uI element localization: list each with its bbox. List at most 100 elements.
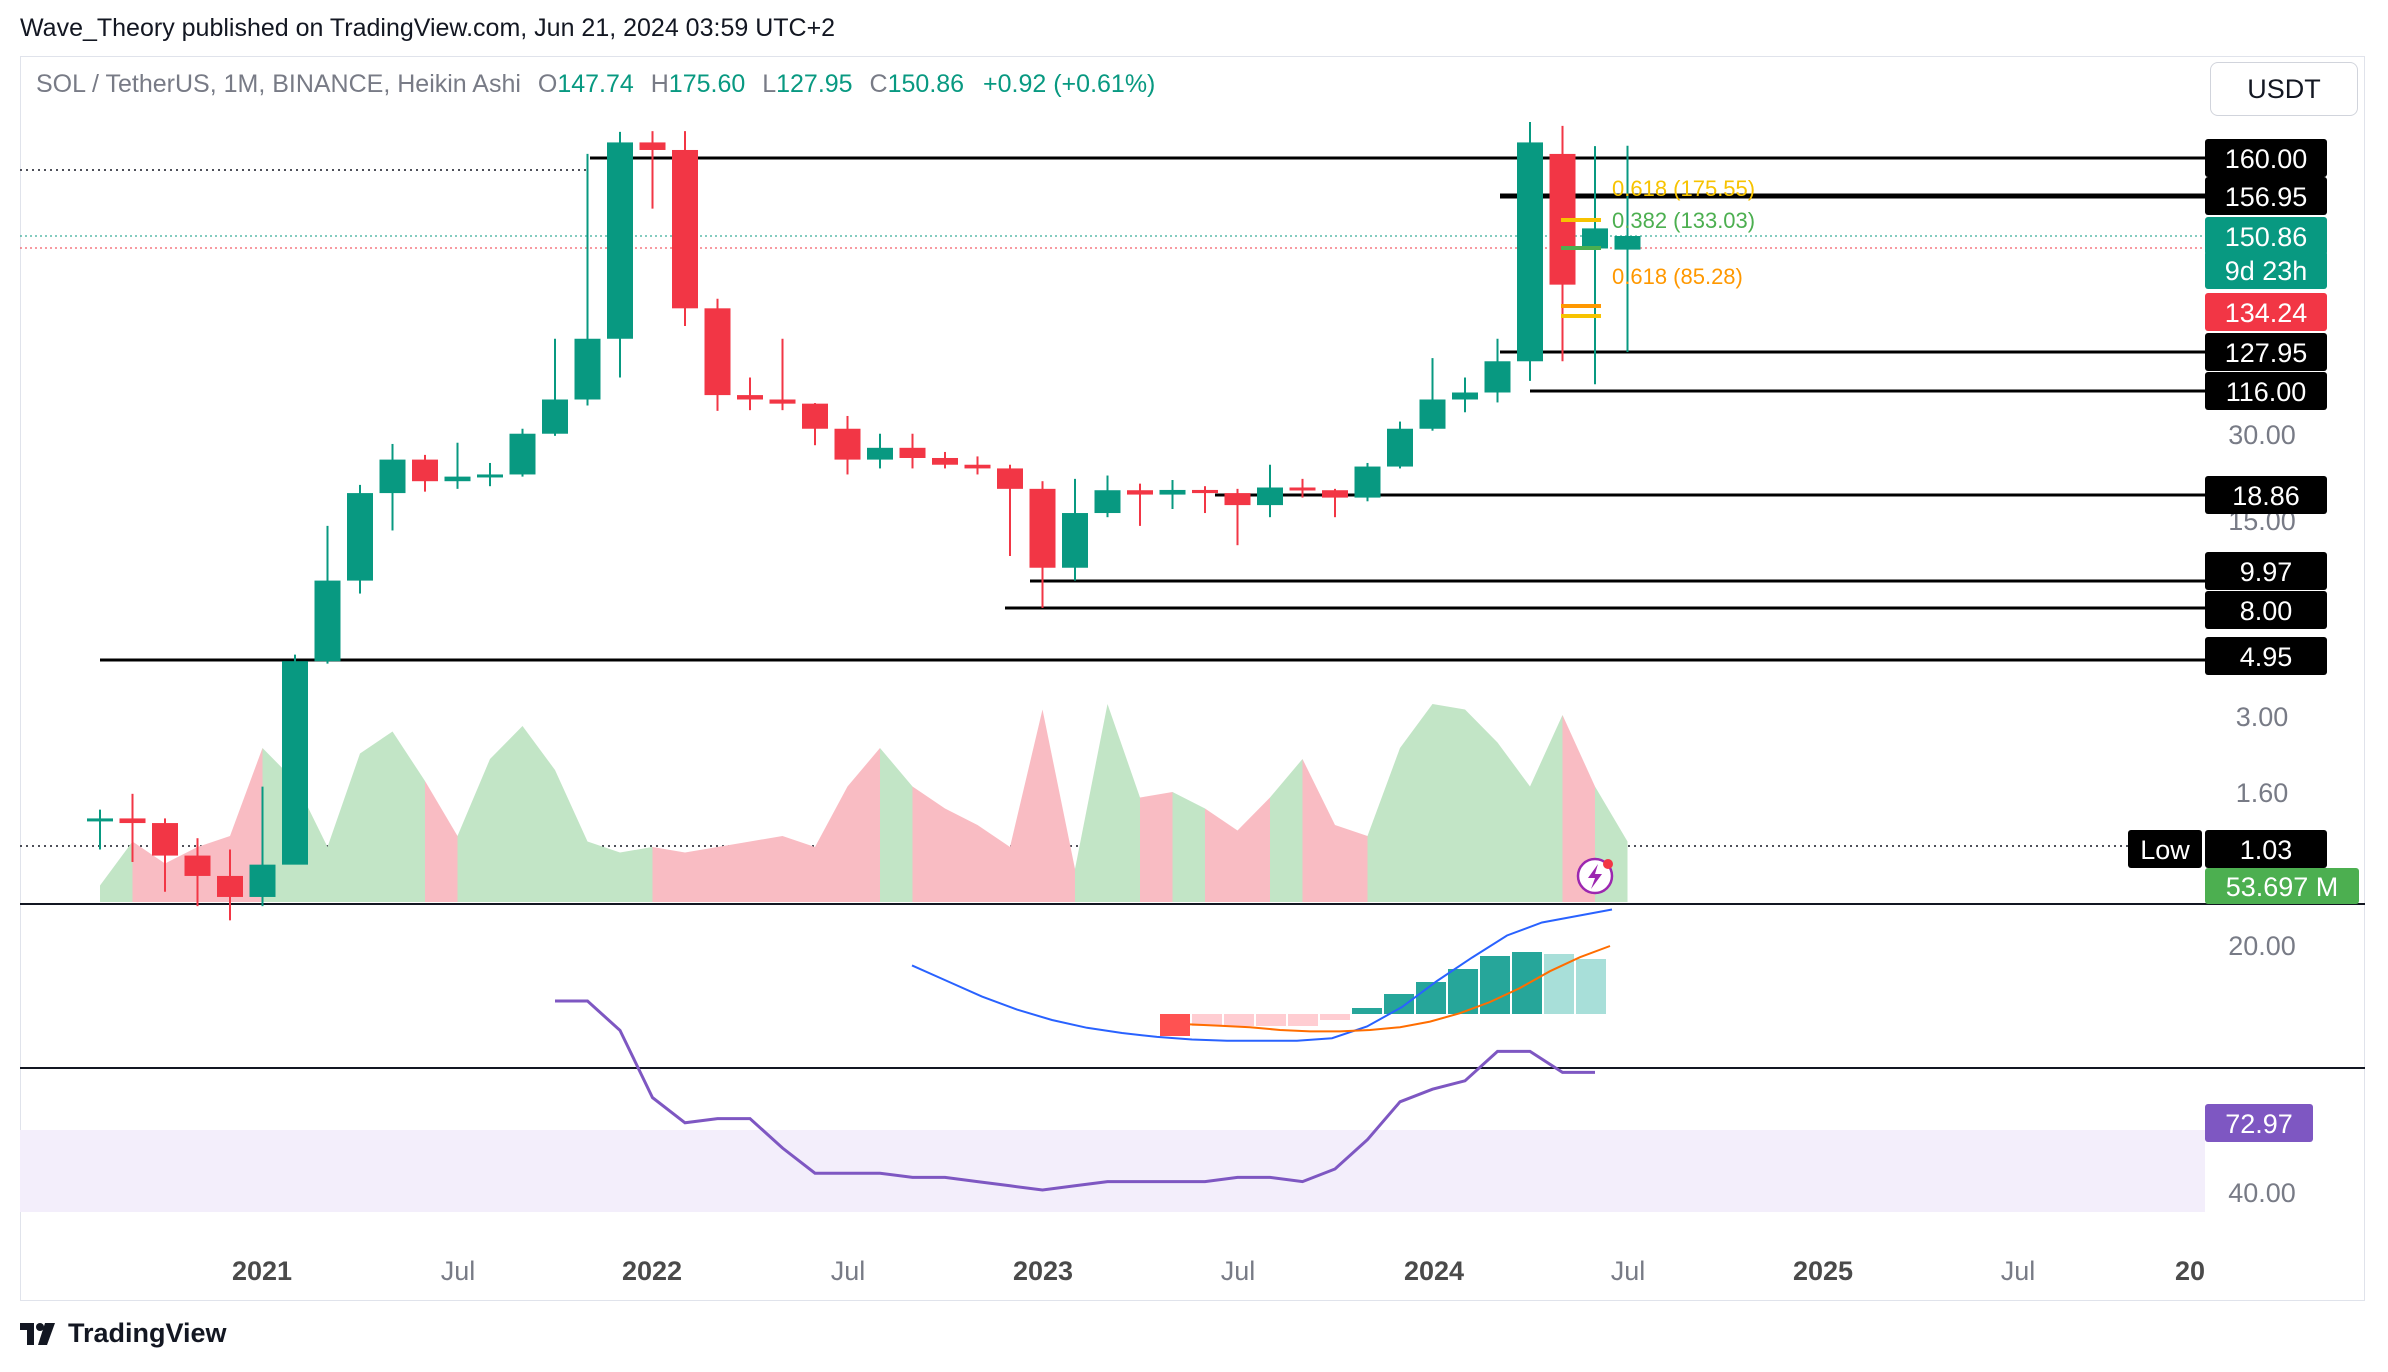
volume-segment — [1400, 704, 1433, 902]
candle-body — [412, 459, 438, 482]
volume-segment — [1465, 709, 1498, 902]
candle-body — [964, 464, 991, 469]
candle-body — [672, 149, 698, 309]
candle-body — [477, 474, 503, 478]
volume-segment — [490, 726, 523, 902]
high-label: H — [650, 70, 669, 98]
candle-body — [1062, 513, 1088, 568]
price-tag-bg — [2205, 177, 2327, 215]
volume-segment — [100, 841, 133, 902]
candle-body — [867, 447, 893, 460]
fib-label: 0.618 (175.55) — [1612, 176, 1755, 201]
open-value: 147.74 — [557, 70, 634, 98]
price-tag-label: 9.97 — [2240, 557, 2293, 587]
rsi-band — [20, 1130, 2205, 1212]
currency-button[interactable]: USDT — [2210, 62, 2358, 116]
volume-segment — [1530, 715, 1563, 902]
macd-histogram-bar — [1544, 954, 1574, 1014]
macd-histogram-bar — [1576, 959, 1606, 1014]
candle-body — [899, 447, 926, 458]
price-tag-label: 18.86 — [2232, 481, 2300, 511]
price-tag-label: 116.00 — [2226, 377, 2307, 407]
candle-body — [1289, 487, 1316, 491]
x-axis-tick-label: 2025 — [1793, 1256, 1853, 1286]
y-axis-label: 1.60 — [2236, 778, 2289, 808]
candle-body — [1094, 490, 1121, 514]
price-tag-label: 1.03 — [2240, 835, 2293, 865]
candle-body — [769, 399, 796, 404]
y-axis-label: 20.00 — [2228, 931, 2296, 961]
candle-body — [1322, 490, 1348, 498]
rsi-tag-bg — [2205, 1104, 2313, 1142]
price-tag-label: 127.95 — [2225, 338, 2308, 368]
x-axis-tick-label: Jul — [1221, 1256, 1256, 1286]
volume-segment — [360, 731, 393, 902]
tradingview-logo[interactable]: TradingView — [20, 1318, 227, 1349]
candle-body — [704, 308, 731, 396]
macd-histogram-bar — [1448, 969, 1478, 1014]
candle-body — [509, 433, 536, 475]
macd-histogram-bar — [1416, 982, 1446, 1014]
macd-histogram-bar — [1288, 1014, 1318, 1026]
candle-body — [1159, 489, 1186, 495]
tradingview-logo-icon — [20, 1322, 55, 1345]
volume-segment — [912, 786, 945, 902]
candle-body — [314, 580, 341, 662]
candle-body — [834, 428, 861, 460]
candle-body — [1224, 493, 1251, 506]
price-tag-label: 4.95 — [2240, 642, 2293, 672]
tradingview-brand: TradingView — [68, 1318, 227, 1348]
volume-segment — [880, 748, 913, 902]
macd-histogram-bar — [1160, 1014, 1190, 1036]
macd-histogram-bar — [1384, 994, 1414, 1014]
candle-body — [607, 142, 633, 339]
y-axis-label: 3.00 — [2236, 702, 2289, 732]
price-tag-label: 8.00 — [2240, 596, 2293, 626]
rsi-line — [555, 999, 1595, 1192]
volume-segment — [392, 731, 425, 902]
y-axis-label: 40.00 — [2228, 1178, 2296, 1208]
volume-segment — [1367, 748, 1400, 902]
rsi-tag-label: 72.97 — [2225, 1109, 2293, 1139]
alert-lightning-icon[interactable] — [1576, 857, 1614, 895]
price-tag-label: 156.95 — [2225, 182, 2308, 212]
macd-histogram-bar — [1320, 1014, 1350, 1020]
candle-body — [1354, 466, 1381, 498]
candle-body — [1484, 361, 1511, 393]
publisher-line: Wave_Theory published on TradingView.com… — [20, 14, 836, 42]
volume-tag-bg — [2205, 868, 2359, 904]
volume-segment — [132, 841, 165, 902]
macd-histogram-bar — [1224, 1014, 1254, 1026]
candle-body — [217, 875, 243, 897]
price-tag-bg — [2205, 139, 2327, 177]
candle-body — [1127, 490, 1153, 495]
candle-body — [932, 457, 958, 465]
candle-body — [379, 459, 406, 494]
price-tag-bg — [2205, 251, 2327, 289]
price-tag-bg — [2205, 372, 2327, 410]
volume-segment — [1140, 792, 1173, 902]
low-value: 127.95 — [776, 70, 853, 98]
x-axis-tick-label: 2021 — [232, 1256, 292, 1286]
volume-segment — [1107, 704, 1140, 902]
candle-body — [152, 823, 178, 856]
volume-segment — [1042, 709, 1075, 902]
candle-body — [737, 395, 763, 400]
candle-body — [87, 818, 113, 822]
volume-tag-label: 53.697 M — [2226, 872, 2339, 902]
symbol-title[interactable]: SOL / TetherUS, 1M, BINANCE, Heikin Ashi — [36, 70, 521, 98]
close-label: C — [869, 70, 888, 98]
low-label: L — [762, 70, 777, 98]
x-axis-tick-label: Jul — [1611, 1256, 1646, 1286]
volume-segment — [977, 825, 1010, 902]
open-label: O — [537, 70, 558, 98]
volume-segment — [1172, 792, 1205, 902]
volume-segment — [815, 786, 848, 902]
volume-segment — [457, 759, 490, 902]
candle-body — [1192, 489, 1218, 494]
candle-body — [1452, 392, 1478, 400]
candle-body — [802, 403, 828, 429]
candle-body — [1257, 487, 1283, 506]
price-tag-bg — [2205, 591, 2327, 629]
